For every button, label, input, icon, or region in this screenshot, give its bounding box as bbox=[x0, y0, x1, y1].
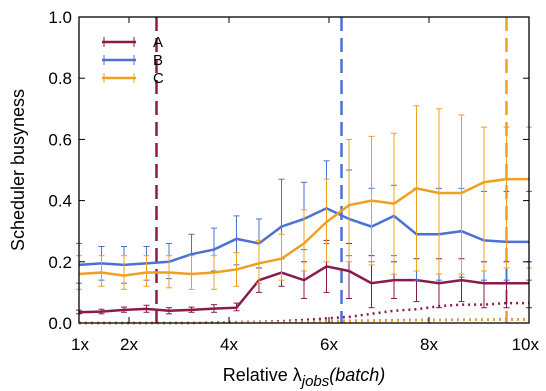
y-tick-label: 0.8 bbox=[48, 69, 72, 88]
x-axis-label: Relative λjobs(batch) bbox=[223, 365, 386, 390]
y-tick-label: 0.4 bbox=[48, 192, 72, 211]
x-tick-label: 4x bbox=[220, 335, 238, 354]
plot-frame bbox=[78, 16, 530, 324]
x-tick-label: 6x bbox=[320, 335, 338, 354]
series-group bbox=[76, 105, 532, 325]
y-tick-label: 0.0 bbox=[48, 314, 72, 333]
legend-label: A bbox=[153, 34, 163, 51]
x-tick-label: 2x bbox=[120, 335, 138, 354]
x-tick-label: 10x bbox=[512, 335, 540, 354]
x-axis-label-suffix: (batch) bbox=[329, 365, 385, 385]
y-tick-label: 1.0 bbox=[48, 8, 72, 27]
x-tick-label: 8x bbox=[420, 335, 438, 354]
y-axis-label: Scheduler busyness bbox=[8, 89, 28, 251]
series-line bbox=[78, 177, 529, 277]
threshold-lines bbox=[155, 17, 508, 323]
legend-label: C bbox=[153, 70, 164, 87]
legend-label: B bbox=[153, 52, 163, 69]
axes: 0.0 0.2 0.4 0.6 0.8 1.0 1x 2x 4x 6x 8x 10x bbox=[48, 8, 539, 354]
x-axis-label-sub: jobs bbox=[300, 373, 330, 390]
y-tick-label: 0.2 bbox=[48, 253, 72, 272]
series-line bbox=[78, 265, 529, 314]
x-axis-label-prefix: Relative λ bbox=[223, 365, 302, 385]
legend: ABC bbox=[102, 34, 164, 87]
y-tick-label: 0.6 bbox=[48, 130, 72, 149]
x-tick-label: 1x bbox=[71, 335, 89, 354]
